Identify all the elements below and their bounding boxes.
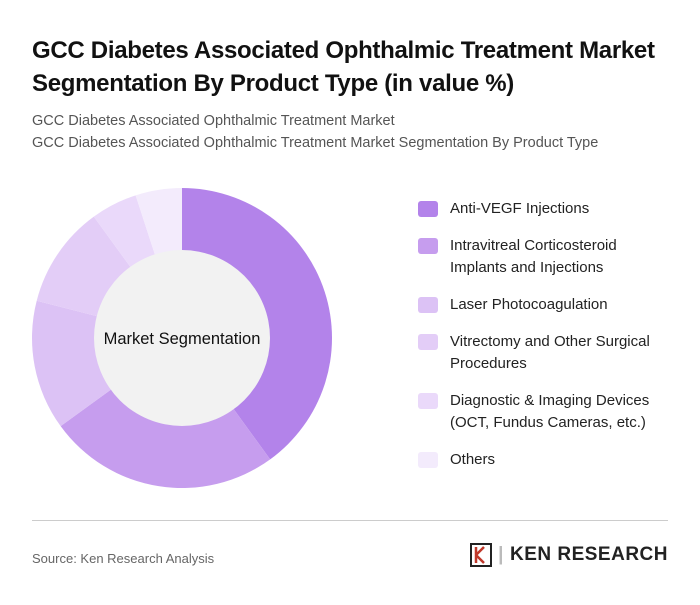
chart-title: GCC Diabetes Associated Ophthalmic Treat… (32, 37, 655, 97)
legend-item: Vitrectomy and Other Surgical Procedures (418, 331, 688, 375)
center-label: Market Segmentation (104, 330, 261, 348)
legend-swatch (418, 393, 438, 409)
ken-logo-icon (470, 543, 493, 567)
legend-label: Laser Photocoagulation (450, 296, 608, 313)
subtitle-segmentation: GCC Diabetes Associated Ophthalmic Treat… (32, 135, 599, 151)
legend-swatch (418, 452, 438, 468)
donut-hole (94, 250, 270, 426)
legend-label: Others (450, 451, 496, 468)
subtitle-market: GCC Diabetes Associated Ophthalmic Treat… (32, 113, 395, 129)
legend-swatch (418, 334, 438, 350)
legend-swatch (418, 297, 438, 313)
legend-swatch (418, 238, 438, 254)
divider (32, 520, 668, 521)
legend-label: Intravitreal Corticosteroid Implants and… (450, 237, 617, 276)
source-note: Source: Ken Research Analysis (32, 551, 215, 566)
legend: Anti-VEGF Injections Intravitreal Cortico… (418, 198, 688, 486)
ken-research-logo: | KEN RESEARCH (470, 543, 668, 567)
legend-item: Intravitreal Corticosteroid Implants and… (418, 235, 688, 279)
legend-label: Vitrectomy and Other Surgical Procedures (450, 333, 650, 372)
legend-swatch (418, 201, 438, 217)
legend-item: Diagnostic & Imaging Devices (OCT, Fundu… (418, 390, 688, 434)
legend-label: Diagnostic & Imaging Devices (OCT, Fundu… (450, 392, 650, 431)
legend-item: Anti-VEGF Injections (418, 198, 688, 220)
legend-label: Anti-VEGF Injections (450, 200, 590, 217)
legend-item: Laser Photocoagulation (418, 294, 688, 316)
legend-item: Others (418, 449, 688, 471)
logo-text: KEN RESEARCH (509, 544, 668, 565)
